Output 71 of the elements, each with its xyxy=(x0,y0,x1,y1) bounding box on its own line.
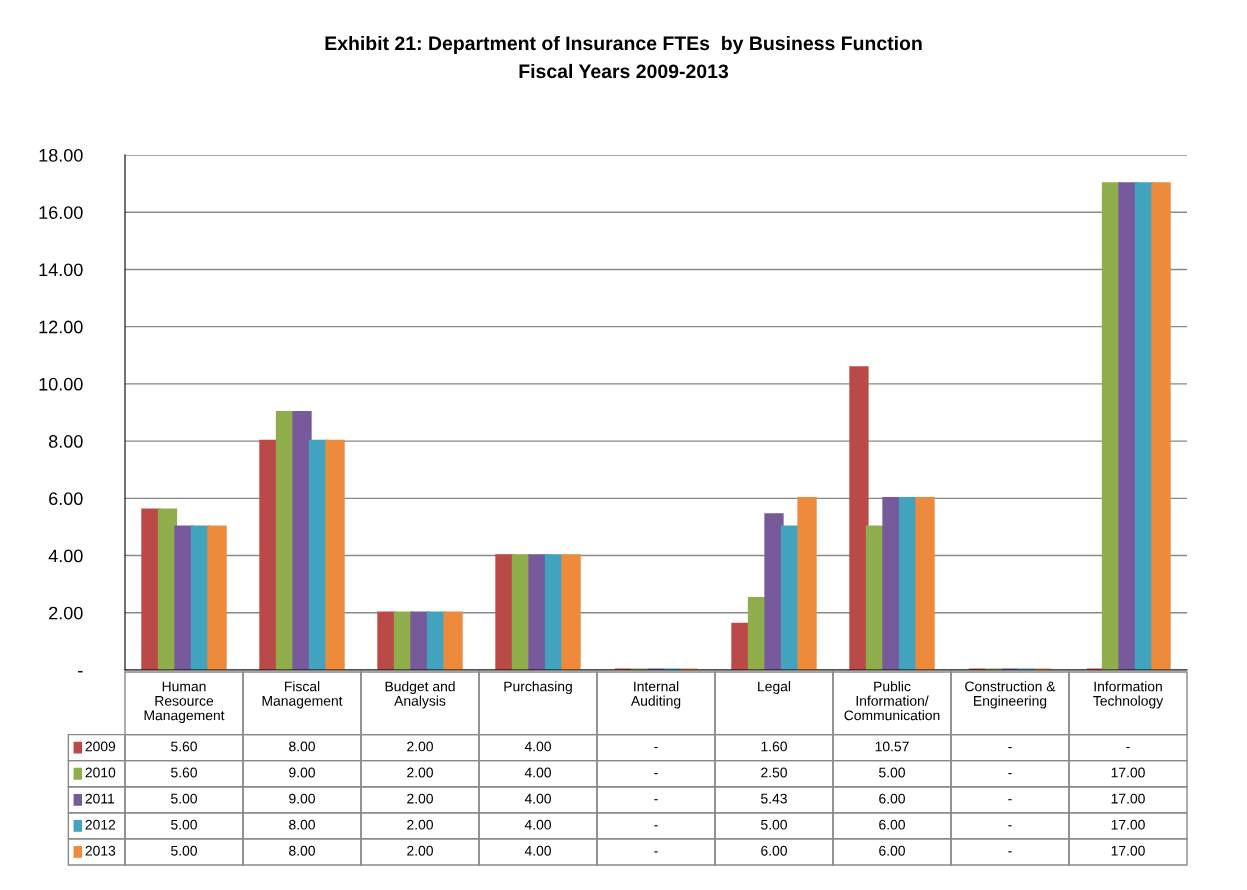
data-label: 4.00 xyxy=(524,845,551,856)
data-label: 4.00 xyxy=(524,793,551,804)
legend-label: 2009 xyxy=(85,741,116,752)
x-tick-label: Construction & Engineering xyxy=(965,681,1056,709)
data-label: 5.00 xyxy=(171,793,197,804)
y-tick-label: 12.00 xyxy=(39,320,83,334)
data-label: - xyxy=(654,851,658,853)
data-label: - xyxy=(1008,825,1012,827)
data-label: 2.00 xyxy=(407,767,433,778)
data-label: 6.00 xyxy=(879,845,905,856)
data-label: 2.50 xyxy=(761,767,787,778)
data-label: 4.00 xyxy=(524,767,551,778)
data-label: 5.60 xyxy=(171,741,197,752)
data-label: 8.00 xyxy=(289,819,315,830)
data-label: - xyxy=(654,799,658,801)
data-label: 17.00 xyxy=(1111,793,1145,804)
data-label: - xyxy=(654,746,658,749)
y-tick-label: 4.00 xyxy=(48,549,83,563)
data-label: - xyxy=(1008,746,1012,749)
data-label: 10.57 xyxy=(875,741,909,752)
chart-title: Exhibit 21: Department of Insurance FTEs by Business Function xyxy=(325,35,922,55)
data-label: 9.00 xyxy=(289,767,315,778)
x-tick-label: Public Information/ Communication xyxy=(844,681,940,721)
data-label: 5.00 xyxy=(171,845,197,856)
data-label: 2.00 xyxy=(407,819,433,830)
legend-label: 2012 xyxy=(85,819,116,830)
data-label: 2.00 xyxy=(407,845,433,856)
data-label: 5.00 xyxy=(879,767,905,778)
data-label: 4.00 xyxy=(524,741,551,752)
data-label: 5.60 xyxy=(171,767,197,778)
x-tick-label: Internal Auditing xyxy=(630,681,681,709)
y-tick-label: - xyxy=(78,671,83,673)
data-label: - xyxy=(654,825,658,827)
data-label: 5.43 xyxy=(761,793,787,804)
y-tick-label: 16.00 xyxy=(39,206,83,219)
data-label: 5.00 xyxy=(171,819,197,830)
data-label: 1.60 xyxy=(761,741,787,752)
data-label: - xyxy=(1008,851,1012,853)
y-tick-label: 8.00 xyxy=(48,435,83,448)
legend-label: 2011 xyxy=(85,793,115,804)
data-label: 5.00 xyxy=(761,819,787,830)
data-label: - xyxy=(654,773,658,775)
y-tick-label: 18.00 xyxy=(39,148,83,162)
x-tick-label: Legal xyxy=(758,681,791,695)
y-tick-label: 2.00 xyxy=(49,606,83,620)
data-label: - xyxy=(1008,773,1012,775)
data-label: 8.00 xyxy=(289,741,315,752)
data-label: 2.00 xyxy=(407,793,433,804)
y-tick-label: 6.00 xyxy=(49,492,83,506)
legend-label: 2013 xyxy=(85,845,116,856)
x-tick-label: Budget and Analysis xyxy=(385,681,455,709)
data-label: 6.00 xyxy=(879,793,905,804)
x-tick-label: Purchasing xyxy=(504,681,572,695)
x-tick-label: Information Technology xyxy=(1093,681,1164,709)
data-label: 17.00 xyxy=(1111,819,1145,830)
data-label: 2.00 xyxy=(407,741,433,752)
chart-subtitle: Fiscal Years 2009-2013 xyxy=(519,63,729,79)
y-tick-label: 10.00 xyxy=(39,377,83,391)
y-tick-label: 14.00 xyxy=(39,263,83,277)
data-label: 6.00 xyxy=(879,819,905,830)
data-label: 4.00 xyxy=(524,819,551,830)
data-label: - xyxy=(1008,799,1012,801)
x-tick-label: Fiscal Management xyxy=(262,681,343,709)
data-label: 9.00 xyxy=(289,793,315,804)
data-label: - xyxy=(1126,746,1130,749)
x-tick-label: Human Resource Management xyxy=(144,681,225,723)
legend-label: 2010 xyxy=(85,767,116,778)
data-label: 6.00 xyxy=(761,845,787,856)
data-label: 17.00 xyxy=(1111,767,1145,778)
data-label: 17.00 xyxy=(1111,845,1145,856)
data-label: 8.00 xyxy=(289,845,315,856)
